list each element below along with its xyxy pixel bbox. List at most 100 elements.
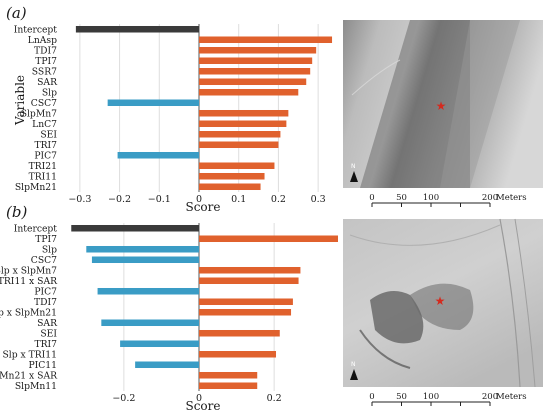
- map-a-trail: [351, 59, 401, 96]
- map-b-path-2: [514, 218, 536, 388]
- bar: [86, 245, 199, 253]
- map-b-ridge: [349, 224, 501, 246]
- category-label: TRI21: [29, 161, 57, 172]
- category-label: Intercept: [14, 24, 58, 35]
- bar: [199, 371, 258, 379]
- category-label: TPI7: [35, 234, 57, 245]
- scale-tick-label: 50: [396, 193, 407, 203]
- bar: [199, 130, 281, 138]
- map-b-landslide-scar-2: [410, 283, 474, 330]
- chart-a-ylabel: Variable: [13, 75, 27, 126]
- category-label: Slp x SlpMn7: [0, 265, 57, 276]
- scale-tick-label: 0: [369, 392, 374, 402]
- bar: [199, 88, 299, 96]
- scale-unit: Meters: [496, 193, 527, 203]
- category-label: Slp x SlpMn21: [0, 307, 57, 318]
- x-tick-label: 0: [196, 194, 202, 205]
- bar: [199, 67, 311, 75]
- category-label: TRI11: [29, 171, 57, 182]
- category-label: SEI: [40, 129, 57, 140]
- scale-tick-label: 200: [482, 392, 498, 402]
- map-b-landslide-scar-1: [370, 291, 424, 344]
- x-tick-label: −0.2: [112, 393, 135, 404]
- x-tick-label: −0.2: [108, 194, 131, 205]
- bar: [199, 162, 275, 170]
- bar: [97, 287, 199, 295]
- bar: [71, 224, 199, 232]
- bar: [199, 46, 317, 54]
- map-a-slope-shadow: [360, 20, 470, 188]
- category-label: PIC7: [34, 286, 57, 297]
- x-tick-label: −0.1: [148, 194, 171, 205]
- bar: [199, 57, 313, 65]
- category-label: LnAsp: [28, 35, 57, 46]
- chart-b-bars: [71, 224, 338, 390]
- bar: [199, 350, 277, 358]
- category-label: Slp: [42, 244, 57, 255]
- chart-a-ticks: −0.3 −0.2 −0.1 0 0.1 0.2 0.3: [68, 194, 325, 205]
- chart-b-xlabel: Score: [185, 399, 220, 413]
- x-tick-label: 0.2: [271, 194, 286, 205]
- bar: [199, 183, 261, 191]
- category-label: TDI7: [34, 45, 57, 56]
- panel-label-b: (b): [6, 203, 27, 221]
- category-label: SAR: [37, 318, 58, 329]
- bar: [120, 340, 199, 348]
- category-label: TPI7: [35, 56, 57, 67]
- bar: [199, 266, 301, 274]
- map-b-gully: [359, 329, 411, 369]
- bar: [199, 78, 307, 86]
- bar: [75, 25, 199, 33]
- bar: [199, 141, 279, 149]
- chart-a-bars: [75, 25, 333, 191]
- bar: [199, 308, 292, 316]
- scale-tick-label: 100: [423, 392, 439, 402]
- x-tick-label: 0.2: [267, 393, 282, 404]
- x-tick-label: 0.3: [311, 194, 326, 205]
- category-label: PIC7: [34, 150, 57, 161]
- category-label: PIC11: [28, 360, 57, 371]
- category-label: Intercept: [14, 223, 58, 234]
- category-label: TRI11 x SAR: [0, 276, 58, 287]
- bar: [199, 109, 289, 117]
- bar: [135, 361, 199, 369]
- bar: [199, 36, 333, 44]
- bar: [91, 256, 199, 264]
- site-marker-star-icon: ★: [436, 99, 447, 113]
- scale-tick-label: 200: [482, 193, 498, 203]
- x-tick-label: −0.3: [68, 194, 91, 205]
- scale-tick-label: 100: [423, 193, 439, 203]
- category-label: Slp: [42, 87, 57, 98]
- category-label: SlpMn7: [21, 108, 57, 119]
- bar: [199, 120, 287, 128]
- bar: [199, 235, 338, 243]
- category-label: LnC7: [32, 119, 57, 130]
- north-arrow-icon: [350, 369, 358, 380]
- category-label: SSR7: [32, 66, 57, 77]
- bar: [199, 329, 280, 337]
- bar: [101, 319, 199, 327]
- scale-unit: Meters: [496, 392, 527, 402]
- chart-a-xlabel: Score: [185, 200, 220, 214]
- site-marker-star-icon: ★: [435, 294, 446, 308]
- category-label: SlpMn11: [15, 381, 57, 392]
- category-label: TDI7: [34, 297, 57, 308]
- bar: [117, 151, 199, 159]
- category-label: TRI7: [34, 140, 57, 151]
- bar: [199, 172, 265, 180]
- map-b-path-1: [499, 218, 521, 388]
- bar: [199, 277, 299, 285]
- north-label: N: [351, 361, 356, 368]
- bar: [199, 298, 293, 306]
- category-label: CSC7: [31, 98, 57, 109]
- x-tick-label: 0: [196, 393, 202, 404]
- bar: [107, 99, 199, 107]
- north-arrow-icon: [350, 171, 358, 182]
